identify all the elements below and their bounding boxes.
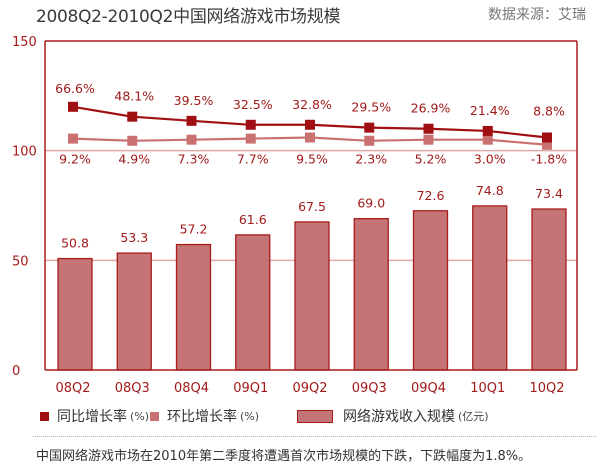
qoq-value-label: -1.8% — [531, 152, 567, 167]
yoy-marker — [68, 101, 78, 112]
qoq-marker — [245, 133, 256, 144]
bar-value-label: 57.2 — [180, 222, 208, 237]
caption: 中国网络游戏市场在2010年第二季度将遭遇首次市场规模的下跌，下跌幅度为1.8%… — [36, 449, 532, 464]
x-tick-label: 09Q1 — [233, 381, 268, 396]
legend-revenue-swatch-icon — [297, 409, 333, 423]
chart-area: 50.8 53.3 57.2 61.6 67.5 69.0 72.6 74.8 73.4 9.2%… — [12, 35, 578, 396]
yoy-value-label: 39.5% — [174, 93, 214, 108]
bar-09Q3 — [353, 218, 389, 371]
bar-09Q1 — [235, 234, 271, 371]
legend-item-yoy: 同比增长率 (%) — [40, 406, 149, 426]
yoy-value-label: 29.5% — [351, 100, 391, 115]
legend-revenue-label: 网络游戏收入规模 — [343, 409, 455, 425]
qoq-value-label: 7.7% — [237, 152, 269, 167]
bar-value-label: 72.6 — [417, 188, 445, 203]
bar-10Q1 — [472, 205, 508, 371]
qoq-marker — [186, 134, 197, 145]
bar-value-label: 69.0 — [357, 196, 385, 211]
qoq-marker — [305, 132, 315, 143]
bar-08Q3 — [116, 252, 152, 371]
qoq-value-label: 5.2% — [415, 152, 447, 167]
bar-value-label: 73.4 — [535, 186, 563, 201]
x-tick-label: 09Q2 — [292, 381, 327, 396]
chart-title: 2008Q2-2010Q2中国网络游戏市场规模 — [36, 7, 341, 27]
legend-yoy-label: 同比增长率 — [57, 409, 127, 425]
axis-ticks: 0 50 100 150 08Q2 08Q3 08Q4 09Q1 09Q2 09Q3 09Q4 10Q… — [12, 35, 565, 396]
yoy-marker — [364, 122, 375, 133]
bar-08Q4 — [175, 243, 212, 371]
bar-series — [57, 205, 567, 371]
legend-revenue-unit: (亿元) — [458, 410, 489, 423]
legend-qoq-swatch-icon — [150, 411, 159, 421]
bar-09Q4 — [412, 210, 449, 371]
y-tick-label: 50 — [12, 254, 29, 269]
bar-value-label: 74.8 — [476, 183, 504, 198]
legend-qoq-label: 环比增长率 — [167, 409, 237, 425]
legend-yoy-swatch-icon — [40, 411, 49, 421]
bar-value-label: 50.8 — [61, 236, 89, 251]
qoq-marker — [68, 133, 78, 144]
yoy-value-label: 21.4% — [470, 103, 510, 118]
x-tick-label: 08Q2 — [55, 381, 90, 396]
bar-09Q2 — [294, 221, 330, 371]
qoq-marker — [423, 134, 434, 145]
yoy-value-label: 8.8% — [533, 104, 565, 119]
legend-item-qoq: 环比增长率 (%) — [150, 406, 259, 426]
yoy-value-label: 26.9% — [411, 101, 451, 116]
yoy-marker — [542, 132, 552, 143]
bar-value-label: 67.5 — [298, 199, 326, 214]
bar-08Q2 — [57, 257, 93, 371]
bar-value-label: 61.6 — [239, 212, 267, 227]
qoq-marker — [482, 134, 493, 145]
yoy-value-label: 66.6% — [55, 81, 95, 96]
qoq-marker — [127, 135, 138, 146]
yoy-value-label: 32.5% — [233, 97, 273, 112]
yoy-marker — [186, 115, 197, 126]
qoq-value-label: 2.3% — [355, 152, 387, 167]
qoq-value-label: 7.3% — [178, 152, 210, 167]
qoq-marker — [364, 135, 375, 146]
yoy-marker — [305, 119, 315, 130]
yoy-marker — [127, 111, 138, 122]
bar-10Q2 — [531, 208, 567, 371]
qoq-value-label: 9.5% — [296, 152, 328, 167]
y-tick-label: 100 — [12, 145, 37, 160]
yoy-marker — [482, 125, 493, 136]
qoq-value-label: 3.0% — [474, 152, 506, 167]
legend-yoy-unit: (%) — [130, 409, 150, 423]
y-tick-label: 0 — [12, 364, 20, 379]
plot-frame — [44, 40, 578, 371]
y-tick-label: 150 — [12, 35, 37, 50]
qoq-value-label: 4.9% — [118, 152, 150, 167]
legend-item-revenue: 网络游戏收入规模 (亿元) — [297, 406, 489, 426]
qoq-value-label: 9.2% — [59, 152, 91, 167]
x-tick-label: 08Q4 — [174, 381, 209, 396]
x-tick-label: 09Q4 — [411, 381, 446, 396]
yoy-marker — [423, 123, 434, 134]
divider — [33, 436, 596, 437]
yoy-value-label: 32.8% — [292, 97, 332, 112]
data-labels: 50.8 53.3 57.2 61.6 67.5 69.0 72.6 74.8 73.4 9.2%… — [55, 81, 567, 251]
x-tick-label: 09Q3 — [352, 381, 387, 396]
yoy-value-label: 48.1% — [114, 89, 154, 104]
line-series — [68, 101, 552, 150]
qoq-marker — [542, 139, 552, 150]
bar-value-label: 53.3 — [120, 230, 148, 245]
x-tick-label: 10Q1 — [470, 381, 505, 396]
x-tick-label: 10Q2 — [529, 381, 564, 396]
yoy-marker — [245, 119, 256, 130]
legend-qoq-unit: (%) — [240, 409, 260, 423]
data-source: 数据来源：艾瑞 — [488, 7, 586, 23]
x-tick-label: 08Q3 — [115, 381, 150, 396]
